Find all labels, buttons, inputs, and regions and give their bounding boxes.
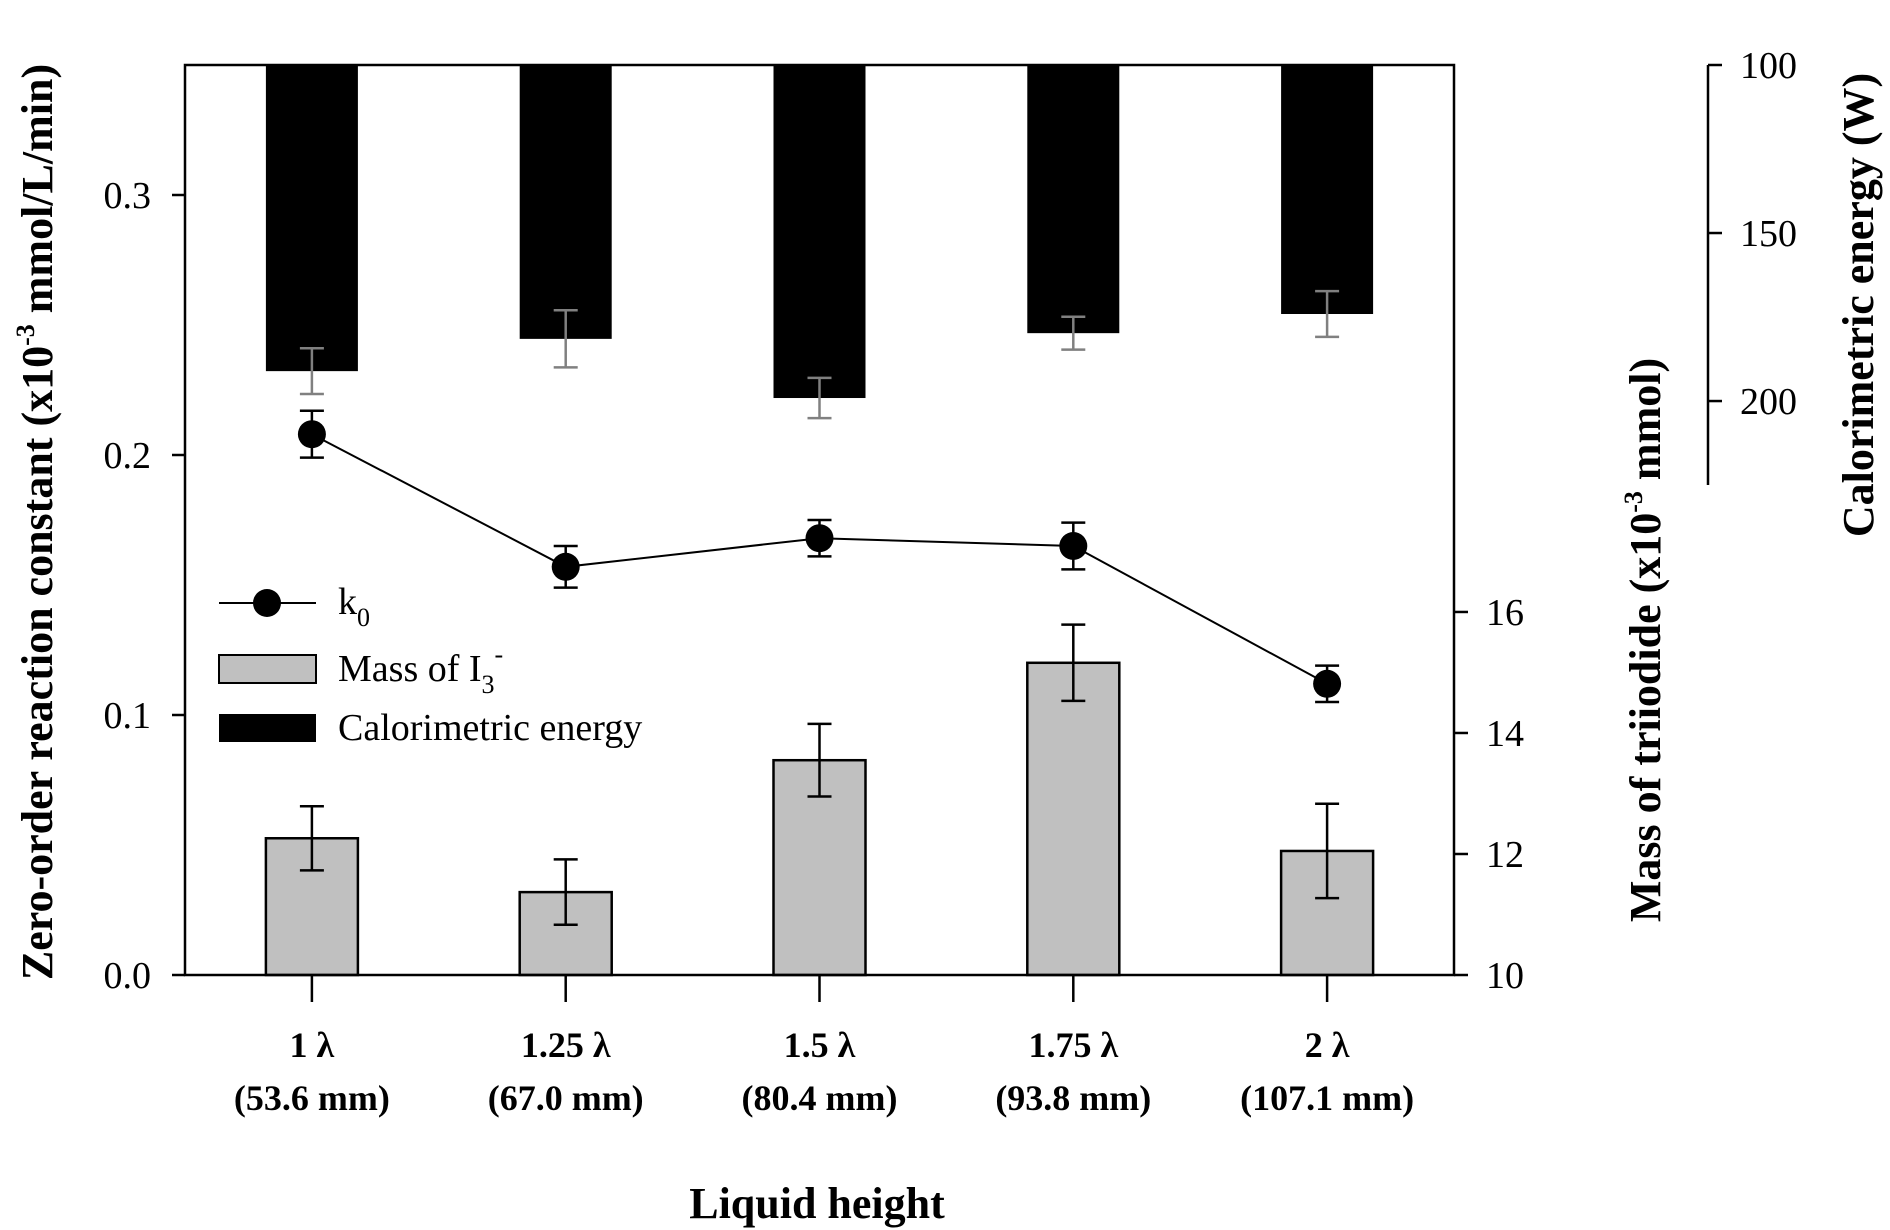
k0-point (297, 420, 326, 449)
right-axis-tick-label: 14 (1486, 713, 1524, 755)
legend-mass-label: Mass of I3- (338, 640, 503, 699)
calorimetric-energy-bars (265, 65, 1374, 420)
legend: k0 Mass of I3- Calorimetric energy (218, 581, 642, 749)
legend-mass-swatch (218, 654, 317, 684)
left-axis-tick-label: 0.2 (104, 435, 152, 477)
x-axis-title: Liquid height (689, 1179, 945, 1228)
left-axis: 0.0 0.1 0.2 0.3 (104, 175, 185, 997)
right-axis-tick-label: 16 (1486, 592, 1524, 634)
right-axis-tick-label: 12 (1486, 834, 1524, 876)
energy-bar (1281, 65, 1374, 315)
mass-bar (1026, 661, 1121, 977)
far-right-axis-tick-label: 100 (1740, 45, 1797, 87)
legend-k0-label: k0 (338, 581, 370, 632)
x-axis-tick-sublabel: (93.8 mm) (995, 1078, 1151, 1118)
x-axis-tick-sublabel: (107.1 mm) (1240, 1078, 1414, 1118)
k0-point (551, 552, 580, 581)
right-axis: 10 12 14 16 (1454, 592, 1524, 997)
far-right-axis-title: Calorimetric energy (W) (1834, 73, 1883, 537)
x-axis-tick-label: 1.5 λ (784, 1025, 856, 1065)
left-axis-tick-label: 0.3 (104, 175, 152, 217)
k0-series (297, 409, 1342, 704)
energy-bar (773, 65, 866, 399)
left-axis-tick-label: 0.0 (104, 955, 152, 997)
left-axis-title: Zero-order reaction constant (x10-3 mmol… (11, 64, 62, 980)
x-axis-tick-label: 1 λ (290, 1025, 335, 1065)
mass-triiodide-bars (264, 623, 1375, 977)
right-axis-tick-label: 10 (1486, 955, 1524, 997)
x-axis-tick-sublabel: (67.0 mm) (488, 1078, 644, 1118)
legend-energy-swatch (219, 714, 316, 742)
right-axis-title: Mass of triiodide (x10-3 mmol) (1619, 358, 1670, 922)
far-right-axis-tick-label: 200 (1740, 381, 1797, 423)
x-axis-tick-label: 1.25 λ (521, 1025, 611, 1065)
k0-point (1059, 532, 1088, 560)
energy-bar (265, 65, 358, 372)
energy-bar (1027, 65, 1120, 334)
x-axis-tick-sublabel: (80.4 mm) (742, 1078, 898, 1118)
energy-bar (519, 65, 612, 339)
legend-energy-label: Calorimetric energy (338, 707, 642, 749)
far-right-axis: 100 150 200 (1706, 45, 1797, 486)
k0-line (311, 433, 1328, 685)
x-axis-tick-label: 1.75 λ (1028, 1025, 1118, 1065)
x-axis-tick-sublabel: (53.6 mm) (234, 1078, 390, 1118)
legend-k0-marker (253, 589, 281, 617)
far-right-axis-tick-label: 150 (1740, 213, 1797, 255)
x-axis-tick-label: 2 λ (1305, 1025, 1350, 1065)
k0-point (805, 524, 834, 553)
k0-point (1313, 669, 1342, 698)
left-axis-tick-label: 0.1 (104, 695, 152, 737)
x-axis: 1 λ (53.6 mm) 1.25 λ (67.0 mm) 1.5 λ (80.4 mm… (234, 975, 1414, 1118)
